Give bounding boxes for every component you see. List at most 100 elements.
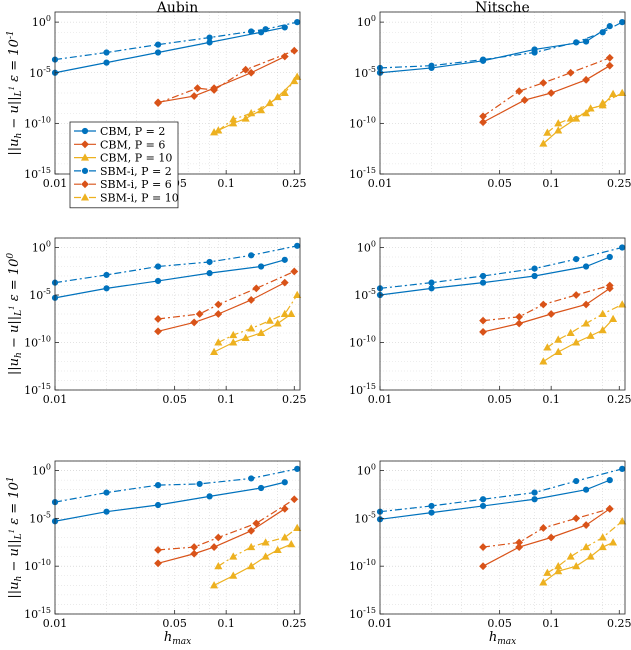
series-line xyxy=(54,245,298,284)
data-point xyxy=(515,87,524,96)
series-line xyxy=(379,25,611,74)
y-tick-label: 100 xyxy=(32,14,51,29)
data-point xyxy=(103,271,110,279)
data-point xyxy=(479,112,487,121)
data-point xyxy=(229,330,238,339)
data-point xyxy=(280,533,289,541)
x-axis-label: hmax xyxy=(489,630,516,647)
y-tick-label: 10-5 xyxy=(29,287,51,302)
data-point xyxy=(605,281,614,290)
data-point xyxy=(566,328,575,337)
x-tick-label: 0.25 xyxy=(607,617,631,630)
data-point xyxy=(566,552,575,560)
data-point xyxy=(583,486,590,493)
data-point xyxy=(566,114,575,122)
data-point xyxy=(154,559,162,568)
data-point xyxy=(280,278,289,287)
row-label-0: ||uh − u||L1 ε = 10-1 xyxy=(6,30,24,155)
data-point xyxy=(572,114,581,122)
data-point xyxy=(293,290,302,299)
data-point xyxy=(573,477,580,485)
x-tick-label: 0.25 xyxy=(282,177,307,190)
series-line xyxy=(379,246,623,289)
x-tick-label: 0.25 xyxy=(282,393,307,406)
y-tick-label: 10-5 xyxy=(354,510,376,525)
data-point xyxy=(618,300,627,308)
data-point xyxy=(539,78,548,87)
legend-entry: CBM, P = 2 xyxy=(74,125,165,138)
data-point xyxy=(609,538,618,546)
x-tick-label: 0.1 xyxy=(217,393,235,406)
text-layer: Aubin Nitsche 0.01 0.05 0.1 0.25 10-15 10-10 10-… xyxy=(6,0,631,647)
data-point xyxy=(247,324,256,332)
panel-r2-c1-axes-box xyxy=(379,460,626,615)
series-line xyxy=(218,294,298,344)
y-tick-label: 10-10 xyxy=(24,335,51,350)
legend-marker xyxy=(81,140,89,149)
data-point xyxy=(572,561,581,570)
data-point xyxy=(606,253,613,261)
data-point xyxy=(479,279,487,286)
data-point xyxy=(229,338,238,346)
data-point xyxy=(479,56,487,63)
data-point xyxy=(265,316,274,324)
data-point xyxy=(531,265,538,272)
data-point xyxy=(547,310,556,318)
y-tick-label: 10-10 xyxy=(349,115,376,130)
y-tick-label: 100 xyxy=(32,463,51,478)
data-point xyxy=(247,296,256,304)
data-point xyxy=(543,568,552,576)
legend-entry: SBM-i, P = 2 xyxy=(74,165,172,178)
y-tick-label: 10-10 xyxy=(349,558,376,573)
legend-label: CBM, P = 10 xyxy=(100,152,172,165)
x-tick-label: 0.25 xyxy=(607,177,631,190)
legend-marker xyxy=(80,193,90,201)
data-point xyxy=(210,86,218,94)
data-point xyxy=(598,309,607,318)
x-tick-label: 0.01 xyxy=(43,393,68,406)
legend-marker xyxy=(81,180,89,189)
x-tick-label: 0.05 xyxy=(162,617,187,630)
data-point xyxy=(293,72,302,80)
y-tick-label: 10-5 xyxy=(29,510,51,525)
x-tick-label: 0.1 xyxy=(217,617,235,630)
series-line xyxy=(379,21,623,69)
x-tick-label: 0.1 xyxy=(542,177,560,190)
data-point xyxy=(428,285,435,292)
data-point xyxy=(531,49,538,56)
data-point xyxy=(539,578,548,586)
data-point xyxy=(214,126,223,134)
x-tick-label: 0.1 xyxy=(542,617,560,630)
data-point xyxy=(262,26,269,33)
data-point xyxy=(543,343,552,351)
data-point xyxy=(229,552,238,560)
data-point xyxy=(290,46,299,55)
y-tick-label: 100 xyxy=(32,240,51,255)
data-point xyxy=(479,328,487,336)
x-tick-label: 0.01 xyxy=(368,617,393,630)
data-point xyxy=(598,325,607,334)
data-point xyxy=(619,244,626,251)
x-tick-label: 0.25 xyxy=(282,617,307,630)
data-point xyxy=(248,252,255,259)
data-point xyxy=(531,489,538,496)
column-title-0: Aubin xyxy=(156,0,199,16)
data-point xyxy=(294,242,301,249)
row-label-1: ||uh − u||L1 ε = 100 xyxy=(6,253,24,376)
data-point xyxy=(531,272,538,280)
data-point xyxy=(606,477,613,484)
legend-marker xyxy=(81,127,89,135)
y-tick-label: 10-15 xyxy=(349,382,376,397)
data-point xyxy=(190,92,199,100)
series-line xyxy=(54,21,298,61)
series-line xyxy=(157,282,286,332)
data-point xyxy=(554,126,563,134)
data-point xyxy=(539,139,548,147)
data-point xyxy=(515,319,524,328)
data-point xyxy=(214,561,223,570)
data-point xyxy=(241,65,250,74)
series-line xyxy=(218,527,298,567)
data-point xyxy=(515,312,524,321)
data-point xyxy=(281,256,288,263)
